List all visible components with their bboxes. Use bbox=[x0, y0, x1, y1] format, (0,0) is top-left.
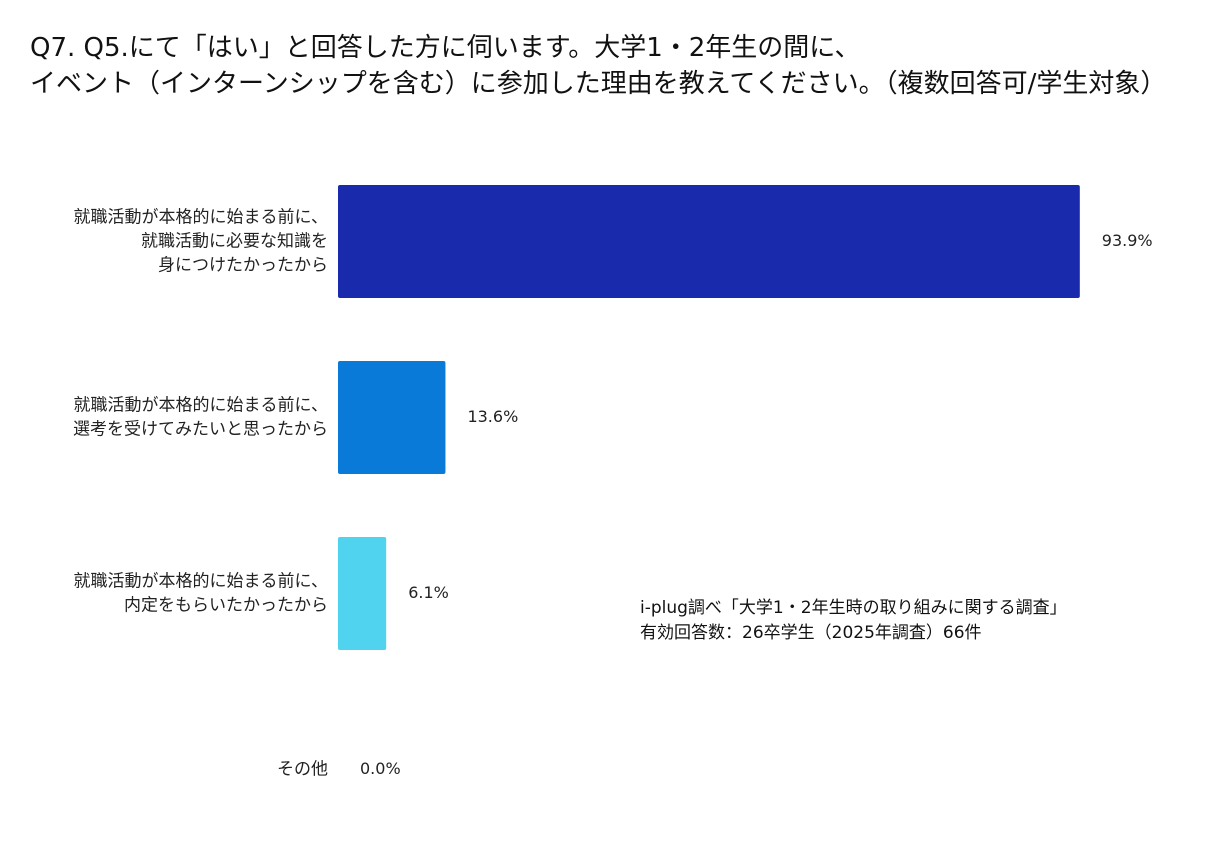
survey-sample-line: 有効回答数：26卒学生（2025年調査）66件 bbox=[640, 623, 982, 643]
category-label-1-line-3: 身につけたかったから bbox=[158, 256, 328, 276]
value-label-3: 6.1% bbox=[408, 583, 449, 602]
bar-2 bbox=[338, 361, 446, 474]
value-label-4: 0.0% bbox=[360, 759, 401, 778]
category-label-1-line-2: 就職活動に必要な知識を bbox=[141, 232, 328, 252]
category-label-4-line-1: その他 bbox=[277, 760, 328, 780]
chart-title-line-2: イベント（インターンシップを含む）に参加した理由を教えてください。（複数回答可/… bbox=[30, 69, 1167, 99]
category-label-4: その他 bbox=[277, 760, 328, 780]
survey-source-line: i-plug調べ「大学1・2年生時の取り組みに関する調査」 bbox=[640, 598, 1067, 618]
value-label-2: 13.6% bbox=[467, 407, 518, 426]
chart-title: Q7. Q5.にて「はい」と回答した方に伺います。大学1・2年生の間に、 イベン… bbox=[30, 30, 1200, 102]
category-label-1-line-1: 就職活動が本格的に始まる前に、 bbox=[74, 208, 329, 228]
category-label-3: 就職活動が本格的に始まる前に、内定をもらいたかったから bbox=[74, 572, 329, 616]
bar-1 bbox=[338, 185, 1080, 298]
category-label-3-line-2: 内定をもらいたかったから bbox=[124, 596, 328, 616]
survey-source-note: i-plug調べ「大学1・2年生時の取り組みに関する調査」 有効回答数：26卒学… bbox=[640, 596, 1067, 646]
bar-3 bbox=[338, 537, 387, 650]
chart-title-line-1: Q7. Q5.にて「はい」と回答した方に伺います。大学1・2年生の間に、 bbox=[30, 33, 861, 63]
category-label-1: 就職活動が本格的に始まる前に、就職活動に必要な知識を身につけたかったから bbox=[74, 208, 329, 276]
value-label-1: 93.9% bbox=[1102, 231, 1153, 250]
category-label-3-line-1: 就職活動が本格的に始まる前に、 bbox=[74, 572, 329, 592]
category-label-2: 就職活動が本格的に始まる前に、選考を受けてみたいと思ったから bbox=[73, 396, 328, 440]
category-label-2-line-2: 選考を受けてみたいと思ったから bbox=[73, 420, 328, 440]
category-label-2-line-1: 就職活動が本格的に始まる前に、 bbox=[74, 396, 329, 416]
